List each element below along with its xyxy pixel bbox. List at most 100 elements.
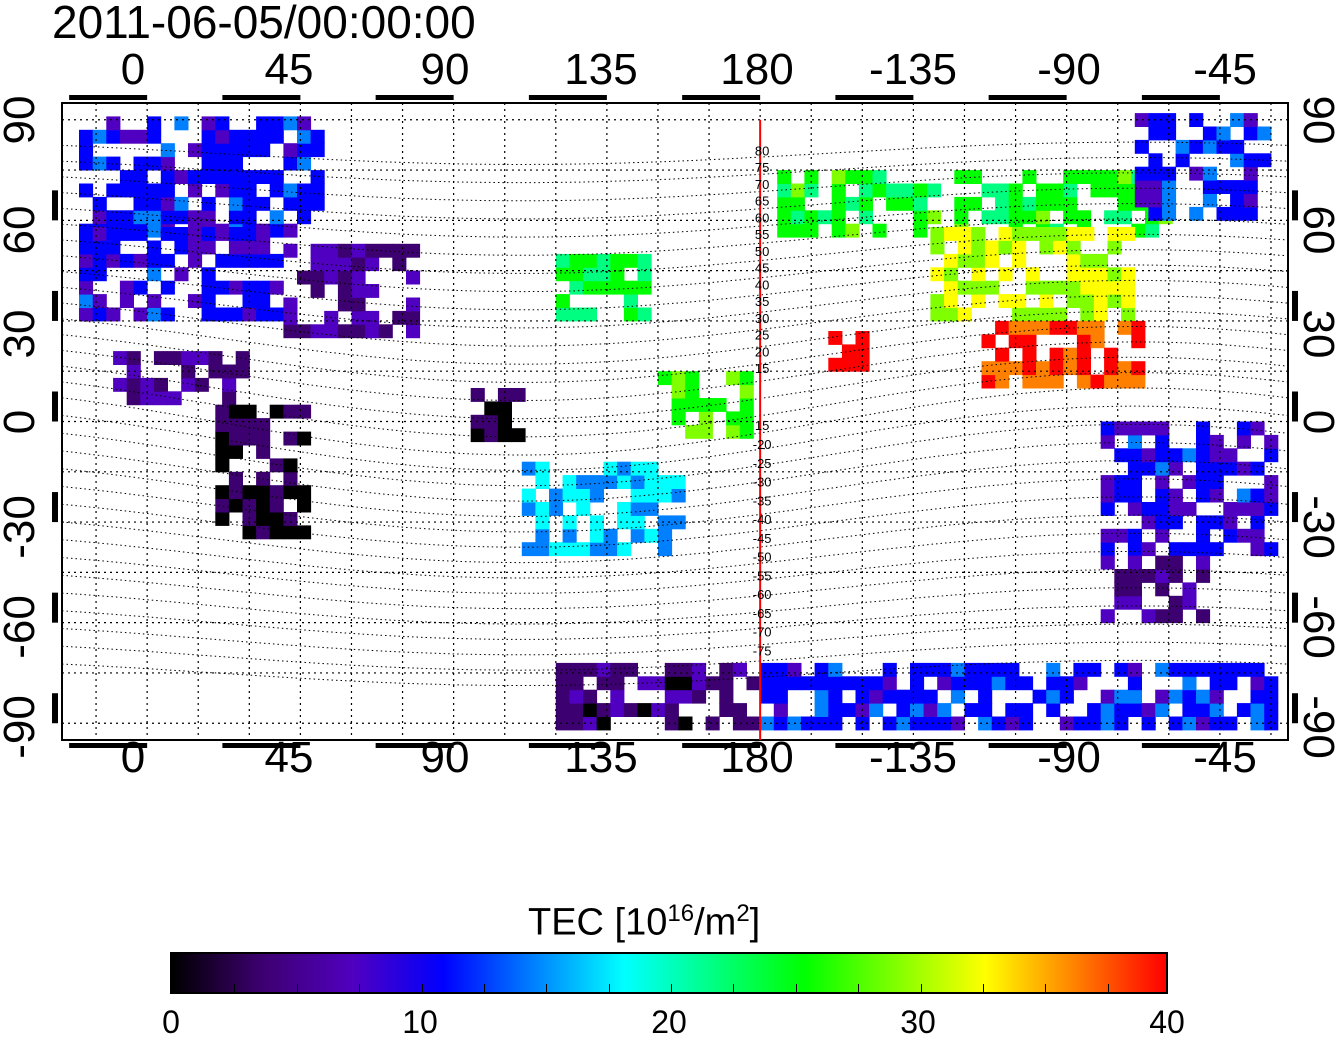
tec-cell	[957, 280, 972, 295]
tec-cell	[1022, 196, 1037, 211]
tec-cell	[147, 294, 162, 308]
tec-cell	[1182, 448, 1197, 463]
tec-cell	[886, 183, 901, 198]
tec-cell	[1039, 227, 1054, 241]
tec-cell	[923, 662, 938, 677]
tec-cell	[174, 227, 189, 241]
tec-cell	[995, 196, 1010, 211]
tec-cell	[971, 280, 986, 295]
tec-cell	[1012, 294, 1027, 308]
tec-cell	[1008, 334, 1023, 349]
magnetic-latitude-label: 45	[755, 261, 769, 276]
tec-cell	[1168, 488, 1183, 503]
axis-tick-band	[222, 743, 301, 748]
tec-cell	[1012, 227, 1027, 241]
tec-cell	[1076, 320, 1091, 335]
tec-cell	[899, 183, 914, 198]
tec-cell	[1141, 421, 1156, 436]
tec-cell	[1087, 662, 1102, 677]
tec-cell	[535, 528, 550, 543]
tec-cell	[256, 280, 271, 295]
tec-cell	[188, 170, 203, 184]
tec-cell	[910, 662, 925, 677]
tec-cell	[201, 170, 216, 184]
tec-cell	[140, 377, 155, 392]
tec-cell	[576, 475, 591, 489]
tec-cell	[658, 528, 673, 543]
tec-cell	[167, 351, 182, 365]
tec-cell	[310, 143, 325, 158]
colorbar-minor-tick	[1045, 984, 1047, 992]
tec-cell	[1182, 689, 1197, 704]
tec-cell	[297, 196, 312, 211]
tec-cell	[201, 143, 216, 158]
tec-cell	[1036, 210, 1051, 225]
tec-cell	[971, 294, 986, 308]
tec-cell	[1080, 227, 1095, 241]
tec-cell	[1182, 716, 1197, 731]
tec-cell	[283, 404, 298, 419]
tec-cell	[1012, 253, 1027, 268]
tec-cell	[1121, 267, 1136, 282]
tec-cell	[297, 129, 312, 144]
tec-cell	[1202, 193, 1217, 208]
axis-tick-band	[682, 95, 761, 100]
tec-cell	[324, 324, 339, 339]
tec-cell	[549, 502, 564, 516]
tec-cell	[215, 431, 230, 446]
tec-cell	[1090, 374, 1105, 389]
tec-cell	[1250, 421, 1265, 436]
tec-cell	[603, 528, 618, 543]
tec-cell	[1066, 267, 1081, 282]
tec-cell	[297, 498, 312, 513]
tec-cell	[147, 210, 162, 225]
tec-cell	[1202, 126, 1217, 141]
tec-cell	[283, 525, 298, 540]
tec-cell	[596, 253, 611, 268]
tec-cell	[201, 294, 216, 308]
tec-cell	[126, 351, 141, 365]
colorbar-title-exp1: 16	[667, 900, 695, 927]
axis-tick-band	[1292, 190, 1298, 221]
tec-cell	[215, 253, 230, 268]
tec-cell	[215, 458, 230, 473]
tec-cell	[923, 689, 938, 704]
lat-tick-left: -60	[0, 595, 44, 659]
tec-cell	[79, 129, 94, 144]
tec-cell	[954, 210, 969, 225]
tec-cell	[297, 156, 312, 171]
tec-cell	[1087, 703, 1102, 717]
tec-cell	[1100, 421, 1115, 436]
tec-cell	[1049, 374, 1064, 389]
tec-cell	[106, 307, 121, 322]
tec-cell	[1236, 421, 1251, 436]
tec-cell	[256, 307, 271, 322]
tec-cell	[283, 485, 298, 500]
tec-cell	[310, 129, 325, 144]
tec-cell	[351, 270, 366, 285]
tec-cell	[692, 676, 707, 691]
tec-cell	[160, 156, 175, 171]
tec-cell	[678, 662, 693, 677]
tec-cell	[147, 116, 162, 131]
tec-cell	[1100, 434, 1115, 449]
tec-cell	[1080, 253, 1095, 268]
tec-cell	[1223, 528, 1238, 543]
tec-cell	[603, 461, 618, 476]
tec-cell	[92, 156, 107, 171]
tec-cell	[1223, 716, 1238, 731]
tec-cell	[106, 240, 121, 255]
tec-cell	[297, 404, 312, 419]
tec-cell	[228, 227, 243, 241]
tec-cell	[351, 310, 366, 325]
tec-cell	[981, 210, 996, 225]
tec-cell	[297, 270, 312, 285]
magnetic-latitude-label: -55	[753, 568, 772, 583]
tec-cell	[1131, 361, 1146, 376]
tec-cell	[269, 498, 284, 513]
lon-tick-bottom: -135	[868, 733, 958, 782]
magnetic-latitude-label: 80	[755, 143, 769, 158]
tec-cell	[664, 716, 679, 731]
tec-cell	[269, 253, 284, 268]
